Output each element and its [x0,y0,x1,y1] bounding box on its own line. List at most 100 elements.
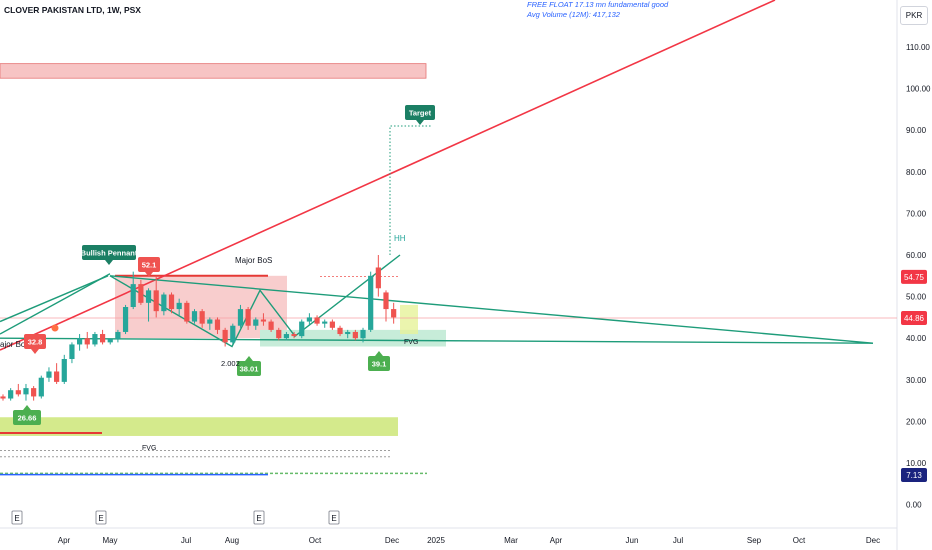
candle-body [337,327,343,335]
candle-body [291,334,297,337]
earnings-marker [95,510,107,525]
hh-text: HH [394,234,406,243]
candle-body [0,396,6,399]
x-tick-label: Apr [550,536,563,545]
candle-body [268,321,274,330]
high-52-label: 52.1 [142,261,157,270]
low-38-label-pointer [245,356,253,361]
x-tick-label: Mar [504,536,518,545]
candle-body [130,284,136,307]
candle-body [360,329,366,339]
candle-body [176,302,182,310]
y-tick-label: 10.00 [906,459,927,468]
target-label-bg [405,105,435,120]
bullish-pennant-label-bg [82,245,136,260]
y-tick-label: 50.00 [906,293,927,302]
price-label-text: 44.86 [904,314,925,323]
free-float-note: FREE FLOAT 17.13 mn fundamental good [527,0,669,9]
low-26-label-pointer [23,405,31,410]
demand-zone [0,417,398,436]
candle-body [115,331,121,340]
target-label-pointer [416,120,424,125]
low-39-label: 39.1 [372,360,387,369]
x-tick-label: Dec [385,536,399,545]
y-tick-label: 30.00 [906,376,927,385]
candle-body [8,390,14,399]
candle-body [38,377,44,397]
earnings-marker [11,510,23,525]
candle-body [375,267,381,289]
chart-title: CLOVER PAKISTAN LTD, 1W, PSX [4,5,141,15]
candle-body [299,321,305,337]
x-tick-label: May [102,536,117,545]
candle-body [92,334,98,345]
candle-body [153,290,159,312]
price-label-text: 7.13 [906,471,922,480]
candle-body [145,290,152,303]
candle-body [168,294,175,310]
fvg-text: FVG [404,339,418,346]
low-38-label: 38.01 [240,365,259,374]
y-tick-label: 70.00 [906,209,927,218]
event-dot [51,324,59,332]
y-tick-label: 60.00 [906,251,927,260]
x-tick-label: Apr [58,536,71,545]
low-39-label-bg [368,356,390,371]
candle-body [245,309,251,326]
candle-body [207,319,213,324]
fvg-text-lower: FVG [142,445,156,452]
supply-zone [0,63,427,79]
x-tick-label: 2025 [427,536,445,545]
candle-body [222,329,228,343]
pennant-zigzag [109,254,401,348]
candle-body [23,388,29,395]
high-32-label-bg [24,334,46,349]
candle-body [352,331,358,339]
x-tick-label: Oct [309,536,322,545]
low-2-text: 2.002 [221,359,240,368]
y-tick-label: 0.00 [906,501,922,510]
pennant-upper-line [109,275,874,344]
price-label-bg [901,467,927,482]
major-bos-text: Major BoS [235,256,272,265]
candle-body [161,294,167,312]
high-32-label: 32.8 [28,338,43,347]
y-tick-label: 40.00 [906,334,927,343]
x-tick-label: Oct [793,536,806,545]
bullish-pennant-label-pointer [105,260,113,265]
candle-body [122,307,129,332]
y-tick-label: 110.00 [906,43,930,52]
candle-body [77,338,83,345]
candle-body [329,321,335,328]
candle-body [314,317,320,324]
candle-body [84,338,90,345]
candle-body [237,309,244,326]
low-26-label-bg [13,410,41,425]
fvg-zone [260,329,446,347]
high-32-label-pointer [31,349,39,354]
earnings-marker [328,510,340,525]
earnings-marker [253,510,265,525]
candle-body [276,329,282,339]
target-label: Target [409,109,432,118]
candle-body [191,311,198,322]
x-tick-label: Dec [866,536,880,545]
candle-body [54,371,60,382]
fvg-zone-small [400,304,418,335]
y-tick-label: 100.00 [906,85,931,94]
target-projection [389,125,432,255]
bullish-pennant-label: Bullish Pennant [81,249,138,258]
currency-button[interactable]: PKR [900,6,928,25]
major-bos-left-text: ajor BoS [0,340,31,349]
resistance-trendline [0,0,776,351]
candle-body [230,325,236,343]
candle-body [31,388,37,397]
candle-body [199,311,205,324]
high-52-label-bg [138,257,160,272]
low-39-label-pointer [375,351,383,356]
earnings-label: E [256,514,261,523]
x-tick-label: Sep [747,536,762,545]
candle-body [253,319,259,326]
y-tick-label: 90.00 [906,126,927,135]
